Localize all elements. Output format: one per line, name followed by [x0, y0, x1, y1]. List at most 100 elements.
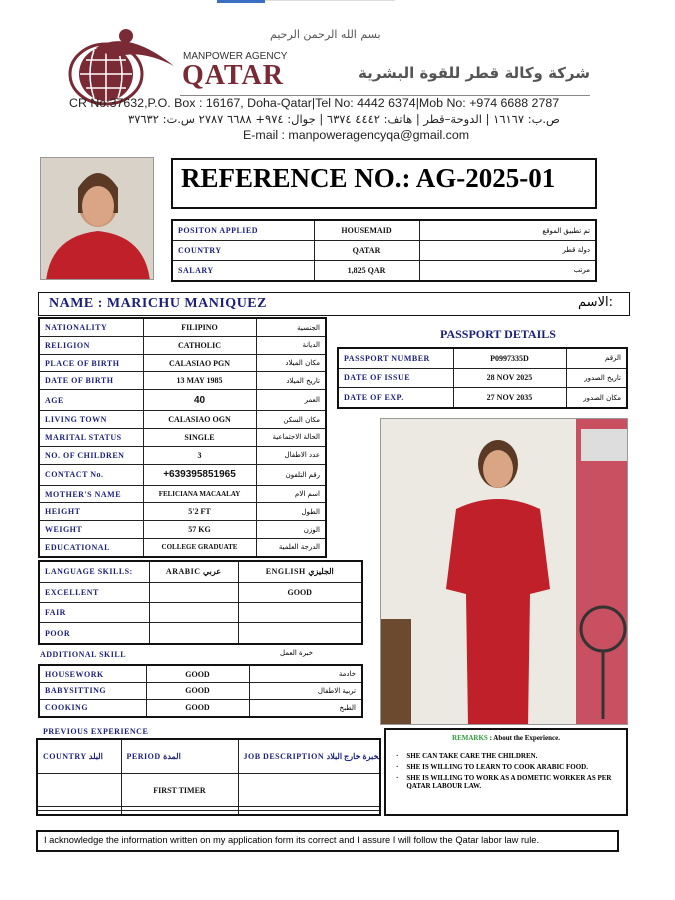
reference-box: REFERENCE NO.: AG-2025-01	[171, 158, 597, 209]
label: LIVING TOWN	[38, 410, 144, 430]
level-label: POOR	[38, 622, 150, 645]
table-row: LIVING TOWN CALASIAO OGN مكان السكن	[38, 410, 327, 430]
bullet: ·	[396, 774, 399, 782]
table-row	[36, 809, 381, 816]
email: E-mail : manpoweragencyqa@gmail.com	[243, 128, 470, 142]
value: QATAR	[313, 240, 420, 261]
arabic-label: خادمة	[248, 664, 363, 684]
top-accent	[217, 0, 265, 3]
label: MOTHER'S NAME	[38, 484, 144, 504]
value: 5'2 FT	[142, 502, 257, 522]
remarks-title: REMARKS	[452, 734, 488, 742]
value: 13 MAY 1985	[142, 371, 257, 391]
table-row: EDUCATIONAL COLLEGE GRADUATE الدرجة العلمي…	[38, 537, 327, 558]
arabic-label: الوزن	[255, 520, 327, 539]
top-accent-line	[265, 0, 395, 1]
position-table: POSITON APPLIED HOUSEMAID تم تطبيق الموقع …	[171, 219, 597, 282]
arabic-label: تاريخ الصدور	[565, 367, 628, 389]
passport-table: PASSPORT NUMBER P0997335D الرقم DATE OF ISS…	[337, 347, 628, 409]
arabic-label: الحالة الاجتماعية	[255, 428, 327, 447]
remarks-box: REMARKS : About the Experience. · SHE CAN…	[384, 728, 628, 816]
personal-details-table: NATIONALITY FILIPINO الجنسية RELIGION CATHOL…	[38, 317, 327, 558]
arabic-label: اسم الام	[255, 484, 327, 504]
value: SINGLE	[142, 428, 257, 447]
skill-value: GOOD	[145, 682, 250, 700]
level-label: FAIR	[38, 601, 150, 624]
arabic-label: مكان السكن	[255, 410, 327, 430]
label: NATIONALITY	[38, 317, 144, 338]
arabic-label: الطول	[255, 502, 327, 522]
remarks-heading: REMARKS : About the Experience.	[392, 734, 620, 742]
language-skills-table: LANGUAGE SKILLS: ARABIC عربي ENGLISH الجلي…	[38, 560, 363, 645]
value: 57 KG	[142, 520, 257, 539]
country-cell	[36, 773, 122, 808]
table-row: HOUSEWORK GOOD خادمة	[38, 664, 363, 684]
label: PLACE OF BIRTH	[38, 353, 144, 373]
name-box: NAME : MARICHU MANIQUEZ الاسم:	[38, 292, 630, 316]
arabic-level	[148, 581, 239, 603]
table-row: PLACE OF BIRTH CALASIAO PGN مكان الميلاد	[38, 353, 327, 373]
label: POSITON APPLIED	[171, 219, 315, 242]
skill-value: GOOD	[145, 698, 250, 718]
label: MARITAL STATUS	[38, 428, 144, 447]
table-row: BABYSITTING GOOD تربية الاطفال	[38, 682, 363, 700]
job-description-header: JOB DESCRIPTION الخبرة خارج البلاد	[237, 738, 381, 775]
label: WEIGHT	[38, 520, 144, 539]
table-row: AGE 40 العمر	[38, 389, 327, 412]
arabic-label: تم تطبيق الموقع	[418, 219, 597, 242]
value: COLLEGE GRADUATE	[142, 537, 257, 558]
table-row: NO. OF CHILDREN 3 عدد الاطفال	[38, 445, 327, 465]
table-row	[36, 806, 381, 811]
table-row: MARITAL STATUS SINGLE الحالة الاجتماعية	[38, 428, 327, 447]
value: HOUSEMAID	[313, 219, 420, 242]
passport-title: PASSPORT DETAILS	[440, 327, 556, 341]
value: P0997335D	[452, 347, 567, 369]
value: CALASIAO PGN	[142, 353, 257, 373]
remark-item: · SHE IS WILLING TO LEARN TO COOK ARABIC …	[396, 763, 620, 771]
value: 27 NOV 2035	[452, 387, 567, 409]
arabic-label: عدد الاطفال	[255, 445, 327, 465]
english-level: GOOD	[237, 581, 363, 603]
arabic-label: مكان الميلاد	[255, 353, 327, 373]
skill-label: COOKING	[38, 698, 147, 718]
table-row: POSITON APPLIED HOUSEMAID تم تطبيق الموقع	[171, 219, 597, 242]
value: FILIPINO	[142, 317, 257, 338]
value: 1,825 QAR	[313, 259, 420, 282]
table-row: COOKING GOOD الطبخ	[38, 698, 363, 718]
table-row: POOR	[38, 622, 363, 645]
applicant-photo-full	[380, 418, 628, 725]
agency-name-small: MANPOWER AGENCY	[183, 51, 288, 62]
label: EDUCATIONAL	[38, 537, 144, 558]
remarks-list: · SHE CAN TAKE CARE THE CHILDREN. · SHE IS …	[392, 752, 620, 790]
arabic-label: تاريخ الميلاد	[255, 371, 327, 391]
agency-logo	[66, 26, 176, 108]
job-cell	[237, 809, 381, 816]
value: +639395851965	[142, 463, 257, 486]
label: HEIGHT	[38, 502, 144, 522]
label: CONTACT No.	[38, 463, 144, 486]
country-header: COUNTRY البلد	[36, 738, 122, 775]
arabic-label: دولة قطر	[418, 240, 597, 261]
bullet: ·	[396, 763, 399, 771]
additional-skill-label: ADDITIONAL SKILL	[40, 650, 127, 659]
value: 40	[142, 389, 257, 412]
table-row: COUNTRY البلد PERIOD المدة JOB DESCRIPTION…	[36, 738, 381, 775]
basmala: بسم الله الرحمن الرحيم	[270, 28, 381, 41]
arabic-label: الطبخ	[248, 698, 363, 718]
label: SALARY	[171, 259, 315, 282]
skill-value: GOOD	[145, 664, 250, 684]
table-row: COUNTRY QATAR دولة قطر	[171, 240, 597, 261]
period-header: PERIOD المدة	[120, 738, 239, 775]
table-row: RELIGION CATHOLIC الديانة	[38, 336, 327, 355]
period-cell: FIRST TIMER	[120, 773, 239, 808]
english-level	[237, 601, 363, 624]
agency-name-arabic: شركة وكالة قطر للقوة البشرية	[358, 64, 590, 82]
arabic-label: الدرجة العلمية	[255, 537, 327, 558]
acknowledgement-box: I acknowledge the information written on…	[36, 830, 619, 852]
label: DATE OF ISSUE	[337, 367, 454, 389]
table-row: CONTACT No. +639395851965 رقم التلفون	[38, 463, 327, 486]
label: NO. OF CHILDREN	[38, 445, 144, 465]
arabic-label: العمر	[255, 389, 327, 412]
english-level	[237, 622, 363, 645]
table-row: MOTHER'S NAME FELICIANA MACAALAY اسم الام	[38, 484, 327, 504]
